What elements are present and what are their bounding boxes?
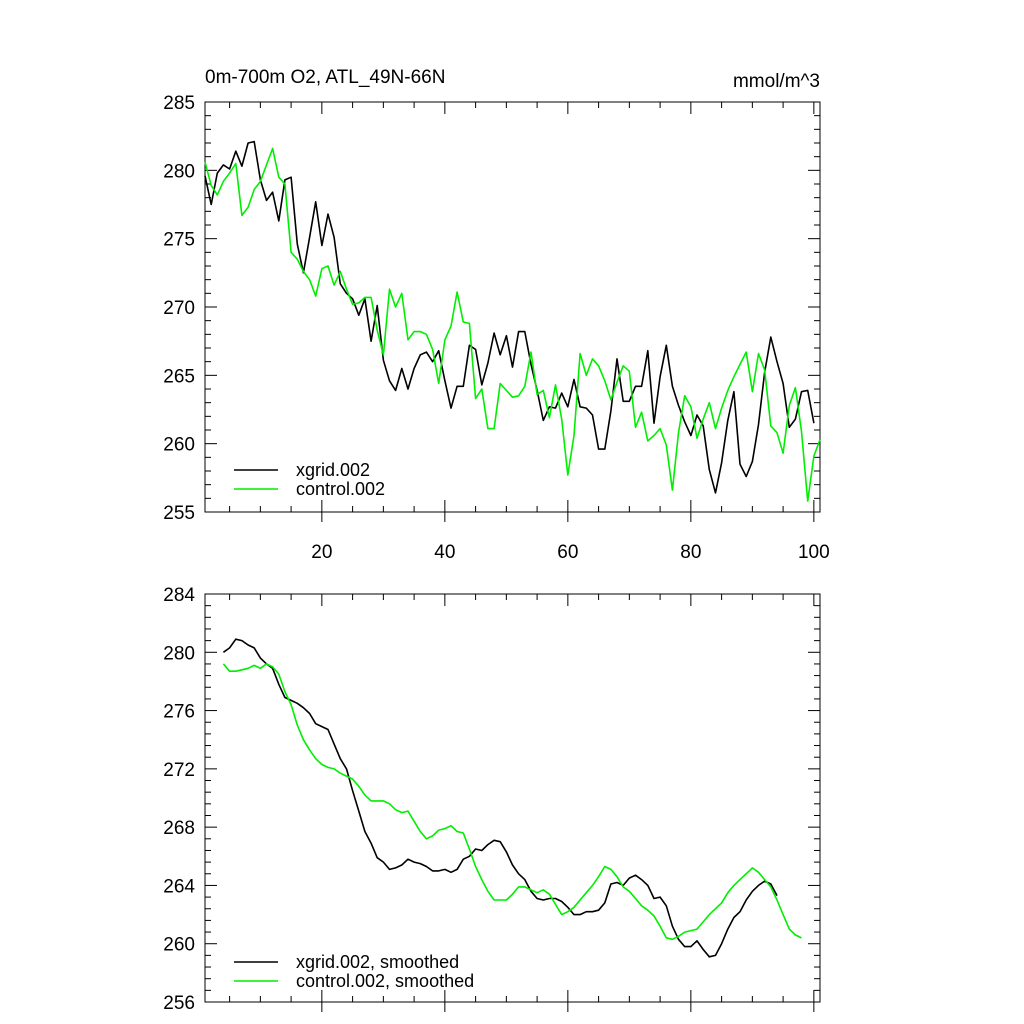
- top-legend-label: xgrid.002: [296, 460, 370, 480]
- top-y-tick-label: 260: [163, 435, 195, 456]
- bottom-y-tick-label: 256: [163, 993, 195, 1014]
- top-y-tick-label: 275: [163, 230, 195, 251]
- bottom-y-tick-label: 268: [163, 818, 195, 839]
- top-y-tick-label: 285: [163, 93, 195, 114]
- bottom-y-tick-label: 264: [163, 876, 195, 897]
- bottom-y-tick-label: 284: [163, 585, 195, 606]
- top-panel-title: 0m-700m O2, ATL_49N-66N: [205, 67, 445, 88]
- top-legend-label: control.002: [296, 479, 385, 499]
- bottom-panel: 256 260 264 268 272 276 280 284 xgrid.002, smoot…: [163, 585, 821, 1014]
- top-panel-units: mmol/m^3: [733, 71, 820, 92]
- bottom-y-tick-label: 272: [163, 760, 195, 781]
- bottom-series-control-line: [222, 663, 802, 941]
- top-x-tick-label: 80: [680, 542, 701, 563]
- top-y-tick-label: 265: [163, 366, 195, 387]
- bottom-y-tick-label: 276: [163, 702, 195, 723]
- top-y-tick-label: 255: [163, 503, 195, 524]
- top-plot-frame: [204, 101, 821, 513]
- bottom-y-tick-label: 260: [163, 935, 195, 956]
- top-y-tick-label: 270: [163, 298, 195, 319]
- bottom-y-tick-label: 280: [163, 643, 195, 664]
- top-x-tick-label: 100: [798, 542, 830, 563]
- bottom-legend-label: control.002, smoothed: [296, 971, 474, 991]
- top-x-tick-label: 20: [311, 542, 332, 563]
- bottom-plot-frame: [204, 593, 821, 1003]
- top-x-tick-label: 60: [557, 542, 578, 563]
- top-x-tick-label: 40: [434, 542, 455, 563]
- bottom-series-xgrid-line: [222, 638, 778, 958]
- top-series-control-line: [204, 147, 821, 502]
- top-y-tick-label: 280: [163, 161, 195, 182]
- top-panel: 0m-700m O2, ATL_49N-66N mmol/m^3 255 260 2…: [163, 67, 829, 563]
- bottom-legend-label: xgrid.002, smoothed: [296, 952, 459, 972]
- top-series-xgrid-line: [204, 140, 815, 494]
